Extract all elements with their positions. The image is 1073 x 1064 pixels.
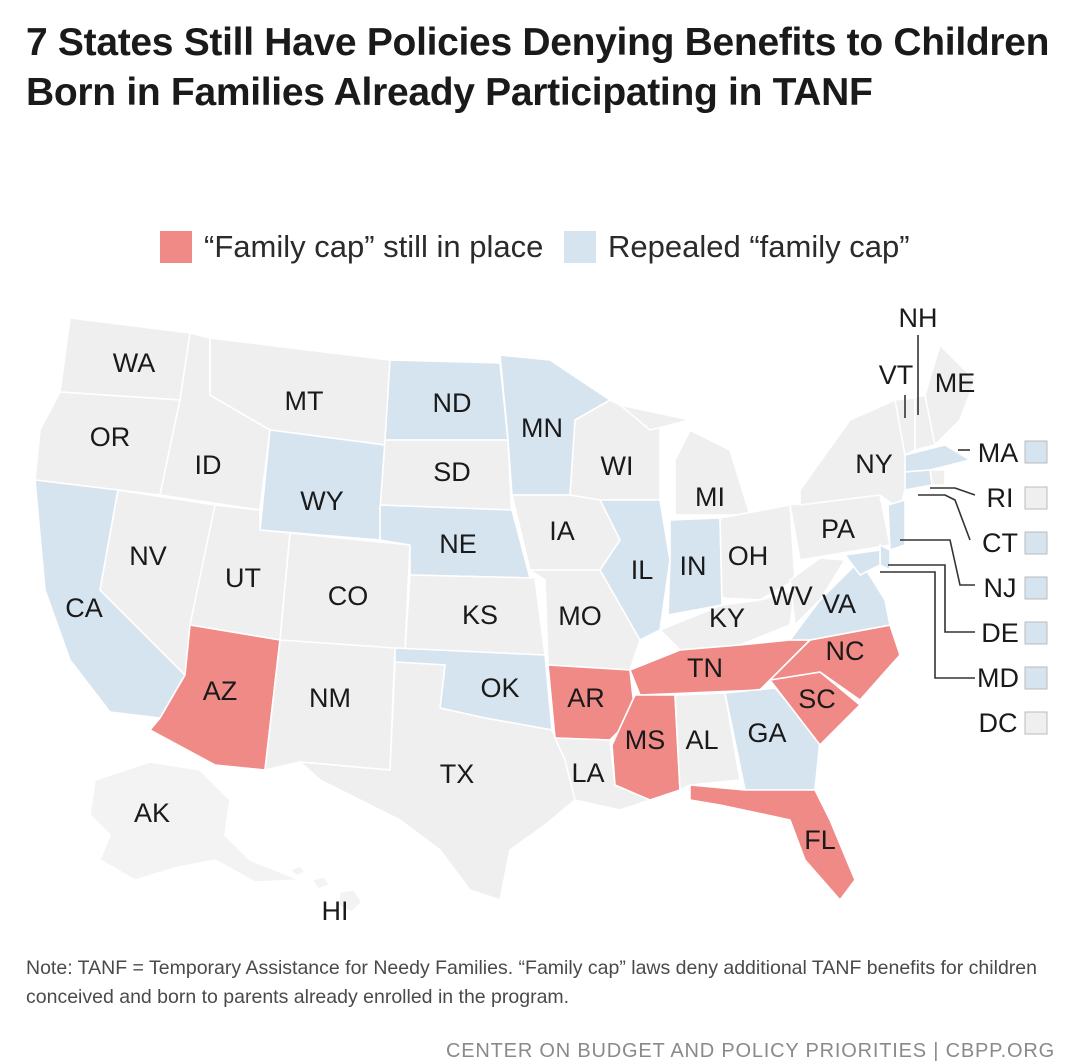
source-credit: CENTER ON BUDGET AND POLICY PRIORITIES |… (446, 1040, 1055, 1062)
state-OH (719, 504, 796, 601)
state-NJ (887, 499, 906, 551)
state-HI (289, 865, 363, 913)
swatch-MD (1024, 666, 1048, 690)
label-DE: DE (981, 618, 1019, 648)
label-LA: LA (571, 758, 604, 788)
legend-item-repealed: Repealed “family cap” (564, 222, 910, 272)
state-IN (667, 517, 723, 616)
state-CT (904, 469, 933, 491)
label-UT: UT (225, 563, 261, 593)
state-MA (904, 444, 971, 473)
label-OH: OH (728, 541, 769, 571)
label-GA: GA (747, 718, 786, 748)
label-CA: CA (65, 593, 103, 623)
state-AL (674, 692, 741, 791)
swatch-MA (1024, 440, 1048, 464)
label-FL: FL (804, 825, 836, 855)
callout-swatches (1024, 440, 1048, 735)
label-IN: IN (680, 551, 707, 581)
callout-lines (880, 335, 976, 679)
label-SD: SD (433, 457, 471, 487)
swatch-DE (1024, 621, 1048, 645)
label-MD: MD (977, 663, 1019, 693)
label-HI: HI (322, 896, 349, 926)
legend-swatch-repealed (564, 231, 596, 263)
label-SC: SC (798, 684, 836, 714)
label-AL: AL (685, 725, 718, 755)
label-AR: AR (567, 683, 605, 713)
label-MA: MA (978, 438, 1019, 468)
state-DE (879, 544, 891, 571)
label-WV: WV (769, 581, 813, 611)
legend-label-repealed: Repealed “family cap” (608, 229, 910, 264)
legend: “Family cap” still in place Repealed “fa… (0, 222, 1073, 272)
label-NH: NH (899, 303, 938, 333)
label-MS: MS (625, 725, 666, 755)
callout-line-NJ (900, 539, 975, 586)
label-ND: ND (433, 388, 472, 418)
label-WI: WI (601, 451, 634, 481)
alaska-region (89, 761, 301, 883)
label-CT: CT (982, 528, 1018, 558)
label-ID: ID (195, 450, 222, 480)
label-NY: NY (855, 449, 893, 479)
state-MI (619, 404, 751, 516)
label-KS: KS (462, 600, 498, 630)
label-NE: NE (439, 529, 477, 559)
swatch-NJ (1024, 576, 1048, 600)
legend-swatch-capped (160, 231, 192, 263)
state-WY (259, 429, 386, 541)
label-NJ: NJ (984, 573, 1017, 603)
label-KY: KY (709, 603, 745, 633)
chart-title: 7 States Still Have Policies Denying Ben… (26, 21, 1050, 114)
label-MT: MT (285, 386, 324, 416)
state-IL (599, 499, 671, 641)
state-labels: WA OR CA ID NV MT WY UT CO AZ NM ND SD N… (65, 303, 1019, 926)
state-TX (299, 661, 576, 901)
callout-line-MD (880, 571, 975, 679)
label-NM: NM (309, 683, 351, 713)
hawaii-region (289, 865, 363, 913)
legend-item-capped: “Family cap” still in place (160, 222, 543, 272)
label-IA: IA (549, 516, 575, 546)
label-NV: NV (129, 541, 167, 571)
callout-line-RI (930, 487, 976, 496)
state-FL (689, 784, 856, 901)
swatch-RI (1024, 486, 1048, 510)
label-TX: TX (440, 759, 475, 789)
label-ME: ME (935, 368, 976, 398)
label-MN: MN (521, 413, 563, 443)
label-NC: NC (826, 636, 865, 666)
label-WA: WA (113, 348, 156, 378)
label-IL: IL (631, 555, 654, 585)
callout-line-CT (918, 494, 971, 541)
label-AK: AK (134, 798, 170, 828)
label-CO: CO (328, 581, 369, 611)
label-VT: VT (879, 360, 914, 390)
label-OR: OR (90, 422, 131, 452)
state-LA (554, 737, 651, 811)
label-DC: DC (979, 708, 1018, 738)
label-RI: RI (987, 483, 1014, 513)
state-WV (789, 557, 846, 626)
label-WY: WY (300, 486, 344, 516)
label-OK: OK (480, 673, 519, 703)
legend-label-capped: “Family cap” still in place (204, 229, 544, 264)
swatch-DC (1024, 711, 1048, 735)
callout-line-DE (888, 564, 975, 633)
swatch-CT (1024, 531, 1048, 555)
label-AZ: AZ (203, 676, 238, 706)
label-VA: VA (822, 589, 856, 619)
label-PA: PA (821, 514, 855, 544)
state-ME (924, 344, 976, 446)
state-AK (89, 761, 301, 883)
state-MD (844, 549, 881, 576)
footnote: Note: TANF = Temporary Assistance for Ne… (26, 957, 1037, 1008)
label-TN: TN (687, 653, 723, 683)
label-MI: MI (695, 482, 725, 512)
label-MO: MO (558, 601, 602, 631)
